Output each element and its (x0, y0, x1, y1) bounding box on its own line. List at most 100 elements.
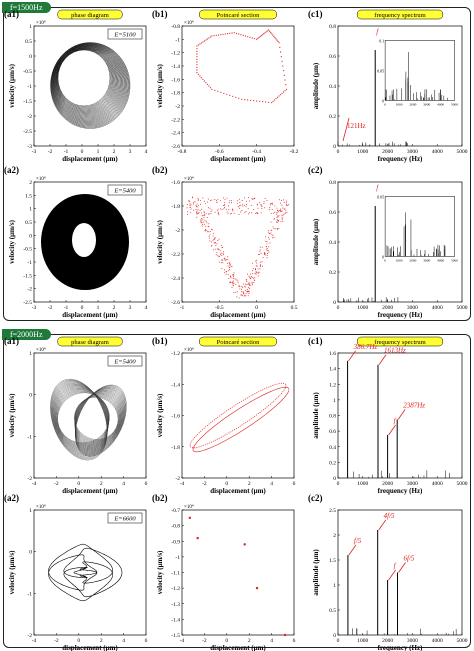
poincare-0-1-point (217, 208, 219, 210)
poincare-0-1-ytick-label: -2.4 (171, 276, 180, 282)
poincare-0-1-point (202, 224, 204, 226)
section-frame-f2000 (3, 334, 471, 648)
poincare-0-1-point (187, 211, 188, 213)
poincare-0-1-point (244, 212, 246, 214)
poincare-0-1-point (233, 212, 235, 214)
poincare-0-1-point (187, 203, 189, 205)
phase-1-0-orbit (55, 389, 109, 448)
poincare-0-1-point (206, 229, 208, 231)
poincare-0-1-point (255, 270, 257, 272)
phase-0-1-xtick-label: -2 (48, 305, 53, 311)
poincare-1-1-panel-label: (b2) (152, 493, 168, 503)
phase-0-0-ytick-label: -3 (27, 144, 32, 150)
spectrum-1-0-ytick-label: 0.4 (329, 445, 336, 451)
poincare-0-1-point (238, 284, 240, 286)
poincare-0-1-point (240, 294, 242, 296)
poincare-1-1-point (243, 543, 246, 546)
poincare-0-1-point (196, 205, 197, 207)
poincare-0-1-point (252, 270, 254, 272)
poincare-0-0-point (251, 37, 253, 39)
poincare-0-1-point (265, 248, 267, 250)
spectrum-1-0-xtick-label: 0 (337, 481, 340, 487)
poincare-0-1-point (280, 209, 282, 211)
phase-1-1-ytick-label: 1 (29, 508, 32, 514)
poincare-0-1-point (223, 197, 225, 199)
poincare-0-1-point (270, 230, 272, 232)
poincare-0-1-point (214, 211, 216, 213)
spectrum-0-0-ytick-label: 0.2 (329, 114, 336, 120)
poincare-0-0-point (203, 80, 205, 82)
poincare-0-1-point (242, 203, 244, 205)
spectrum-0-1-xlabel: frequency (Hz) (378, 311, 423, 319)
phase-1-0-ytick-label: -1 (27, 434, 32, 440)
poincare-0-1-point (209, 237, 210, 239)
poincare-0-1-point (229, 265, 231, 267)
poincare-1-0-curve (192, 386, 290, 453)
poincare-0-0-point (264, 32, 266, 34)
poincare-0-1-point (272, 212, 274, 214)
poincare-0-1-point (256, 265, 258, 267)
spectrum-1-1-xtick-label: 2000 (382, 638, 393, 644)
spectrum-1-0-ytick-label: 1.6 (329, 351, 336, 357)
poincare-0-0-point (205, 82, 207, 84)
phase-1-0-orbit (54, 386, 109, 452)
poincare-0-0-ytick-label: -2 (175, 104, 180, 110)
poincare-0-1-point (248, 213, 250, 215)
poincare-0-1-point (201, 215, 203, 217)
poincare-0-1-point (276, 222, 278, 223)
poincare-1-0-xlabel: displacement (μm) (210, 487, 266, 495)
phase-1-0-ylabel: velocity (μm/s) (8, 393, 16, 437)
poincare-0-1-point (217, 249, 219, 250)
poincare-0-1-point (247, 197, 249, 199)
poincare-0-1-point (265, 236, 266, 238)
poincare-0-1-point (261, 261, 263, 263)
poincare-0-1-point (255, 265, 257, 267)
poincare-0-1-point (253, 209, 255, 210)
poincare-0-1-point (230, 277, 232, 279)
poincare-0-1-point (204, 225, 206, 227)
poincare-0-1-point (255, 269, 256, 271)
poincare-0-1-point (229, 263, 231, 265)
phase-0-1-ytick-label: 0.5 (25, 220, 32, 226)
poincare-0-1-point (250, 277, 252, 279)
poincare-0-1-point (195, 212, 197, 214)
poincare-0-1-point (285, 204, 287, 206)
poincare-0-1-point (270, 202, 272, 204)
spectrum-1-1-ytick-label: 2 (333, 533, 336, 539)
poincare-1-0-yexp: ×10⁴ (184, 347, 194, 353)
poincare-0-0-point (278, 42, 280, 44)
poincare-0-0-point (206, 83, 208, 85)
poincare-0-1-point (265, 240, 267, 242)
poincare-1-1-xtick-label: 0 (225, 638, 228, 644)
spectrum-1-1-ylabel: amplitude (μm) (312, 549, 320, 596)
phase-1-0-xlabel: displacement (μm) (62, 487, 118, 495)
poincare-0-1-point (216, 252, 218, 254)
spectrum-1-0-frame (337, 352, 463, 479)
poincare-0-1-point (254, 277, 256, 279)
poincare-0-1-point (247, 295, 249, 297)
poincare-0-1-point (232, 277, 234, 279)
poincare-0-1-point (259, 251, 261, 253)
poincare-0-1-point (214, 238, 216, 240)
poincare-0-1-ytick-label: -1.8 (171, 204, 180, 210)
poincare-0-1-point (285, 212, 287, 214)
poincare-0-1-point (215, 242, 216, 244)
poincare-0-1-point (202, 221, 204, 223)
poincare-0-1-point (270, 232, 272, 234)
spectrum-1-0-ytick-label: 1 (333, 398, 336, 404)
poincare-0-1-point (242, 291, 244, 293)
phase-1-1-ytick-label: -2 (27, 633, 32, 639)
poincare-0-1-point (209, 207, 211, 209)
spectrum-0-0-ylabel: amplitude (μm) (312, 62, 320, 109)
poincare-0-0-point (276, 96, 279, 98)
phase-0-0-xtick-label: -1 (64, 149, 69, 155)
spectrum-1-1-xtick-label: 0 (337, 638, 340, 644)
poincare-0-1-point (256, 204, 258, 206)
spectrum-1-0-arrow (397, 409, 406, 420)
poincare-0-0-point (220, 34, 222, 36)
spectrum-1-1-ytick-label: 2.5 (329, 508, 336, 514)
poincare-0-1-point (236, 202, 238, 204)
poincare-0-1-point (242, 283, 244, 285)
phase-1-0-orbit (57, 391, 110, 445)
poincare-1-1-xtick-label: -2 (202, 638, 207, 644)
